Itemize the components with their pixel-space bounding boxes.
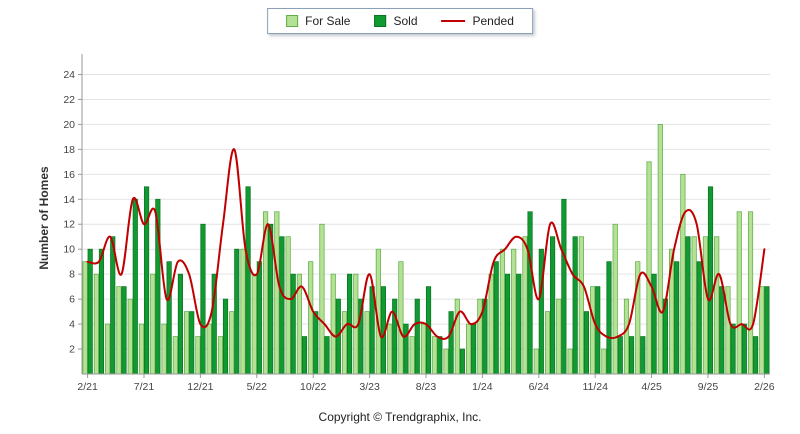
pended-line-swatch-icon <box>441 20 466 22</box>
svg-text:20: 20 <box>63 119 75 131</box>
svg-text:16: 16 <box>63 169 75 181</box>
svg-text:5/22: 5/22 <box>247 381 268 393</box>
svg-text:12: 12 <box>63 219 75 231</box>
legend-label-sold: Sold <box>393 14 418 28</box>
svg-text:11/24: 11/24 <box>582 381 608 393</box>
y-axis-title: Number of Homes <box>37 166 51 270</box>
svg-text:1/24: 1/24 <box>472 381 493 393</box>
svg-text:2: 2 <box>69 344 75 356</box>
svg-text:18: 18 <box>63 144 75 156</box>
sold-swatch-icon <box>374 15 387 27</box>
svg-text:3/23: 3/23 <box>359 381 380 393</box>
svg-text:10/22: 10/22 <box>300 381 326 393</box>
svg-text:2/26: 2/26 <box>754 381 775 393</box>
svg-text:2/21: 2/21 <box>77 381 98 393</box>
svg-text:7/21: 7/21 <box>134 381 155 393</box>
svg-text:10: 10 <box>63 244 75 256</box>
svg-text:8: 8 <box>69 269 75 281</box>
legend-item-sold: Sold <box>374 14 418 28</box>
for-sale-swatch-icon <box>286 15 299 27</box>
legend-label-pended: Pended <box>472 14 514 28</box>
svg-text:6/24: 6/24 <box>529 381 550 393</box>
copyright-text: Copyright © Trendgraphix, Inc. <box>318 410 482 424</box>
svg-text:12/21: 12/21 <box>187 381 213 393</box>
svg-text:4: 4 <box>69 319 75 331</box>
svg-text:24: 24 <box>63 69 75 81</box>
svg-text:22: 22 <box>63 94 75 106</box>
legend-item-pended: Pended <box>441 14 514 28</box>
svg-text:9/25: 9/25 <box>698 381 719 393</box>
svg-text:6: 6 <box>69 294 75 306</box>
svg-text:14: 14 <box>63 194 75 206</box>
chart-legend: For Sale Sold Pended <box>267 8 533 34</box>
svg-text:8/23: 8/23 <box>416 381 437 393</box>
legend-label-for-sale: For Sale <box>305 14 351 28</box>
svg-text:4/25: 4/25 <box>641 381 662 393</box>
legend-item-for-sale: For Sale <box>286 14 350 28</box>
